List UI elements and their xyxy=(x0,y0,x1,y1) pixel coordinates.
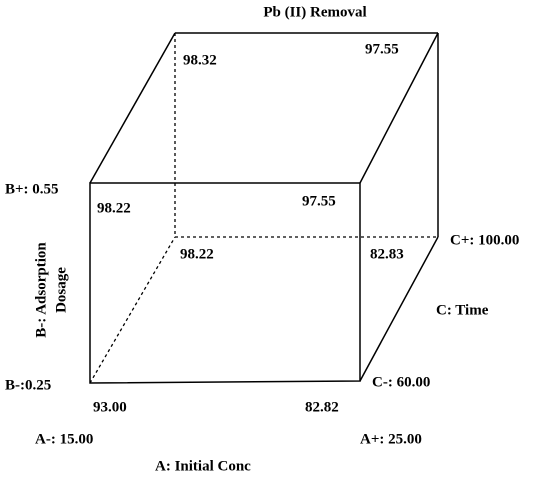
factor-high: C+: 100.00 xyxy=(450,232,519,248)
corner-value: 93.00 xyxy=(93,399,127,415)
factor-name-line: Dosage xyxy=(53,267,69,313)
factor-low: C-: 60.00 xyxy=(372,374,430,390)
factor-name: A: Initial Conc xyxy=(155,458,251,474)
corner-value: 97.55 xyxy=(302,193,336,209)
cube xyxy=(89,32,439,384)
edge xyxy=(359,236,439,382)
factor-name: B-: Adsorption Dosage xyxy=(33,242,69,338)
factor-low: B-:0.25 xyxy=(5,377,51,393)
edge xyxy=(89,32,176,184)
corner-value: 82.82 xyxy=(305,399,339,415)
factor-high: A+: 25.00 xyxy=(360,431,422,447)
factor-low: A-: 15.00 xyxy=(35,431,93,447)
factor-name: C: Time xyxy=(436,302,489,318)
corner-value: 82.83 xyxy=(370,246,404,262)
corner-value: 98.22 xyxy=(180,246,214,262)
factor-high: B+: 0.55 xyxy=(5,181,59,197)
factor-name-line: B-: Adsorption xyxy=(33,242,49,338)
corner-value: 98.32 xyxy=(183,52,217,68)
title: Pb (II) Removal xyxy=(263,4,366,20)
corner-value: 98.22 xyxy=(97,200,131,216)
hidden-edge xyxy=(89,236,176,384)
corner-value: 97.55 xyxy=(365,41,399,57)
edge xyxy=(359,32,439,184)
